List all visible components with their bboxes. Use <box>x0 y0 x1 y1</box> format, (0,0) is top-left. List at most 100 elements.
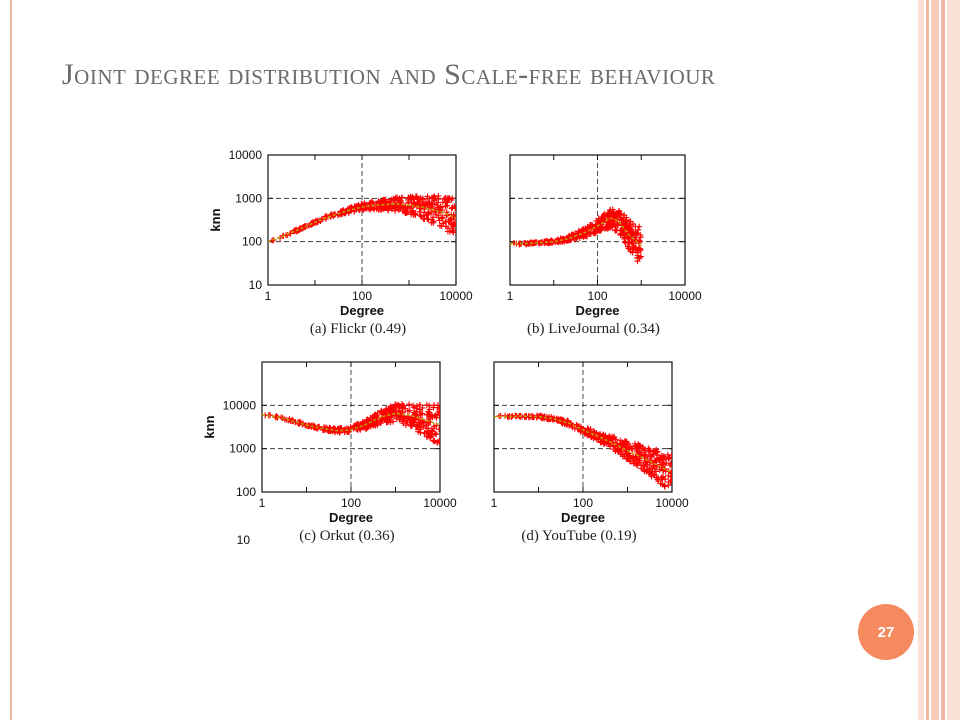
data-point <box>359 418 366 425</box>
data-point <box>636 246 643 253</box>
data-point <box>389 407 396 414</box>
data-point <box>595 219 602 226</box>
data-point <box>425 216 432 223</box>
x-axis-label: Degree <box>340 303 384 318</box>
data-point <box>650 448 657 455</box>
data-point <box>445 196 452 203</box>
data-point <box>426 200 433 207</box>
data-point <box>439 214 446 221</box>
data-point <box>642 451 649 458</box>
data-point <box>659 461 666 468</box>
data-point <box>423 433 430 440</box>
data-point <box>637 232 644 239</box>
panel-youtube: 1 100 10000 Degree (d) YouTube (0.19) <box>491 361 689 544</box>
data-point <box>406 401 413 408</box>
data-point <box>431 413 438 420</box>
data-point <box>400 420 407 427</box>
data-point <box>450 227 456 234</box>
data-point <box>534 412 541 419</box>
data-point <box>370 413 377 420</box>
data-point <box>621 234 628 241</box>
data-point <box>382 198 389 205</box>
data-point <box>361 200 368 207</box>
data-point <box>653 468 660 475</box>
data-point <box>594 226 601 233</box>
y-axis-label: knn <box>208 208 223 231</box>
data-point <box>438 215 445 222</box>
data-point <box>661 483 668 490</box>
data-point <box>613 210 620 217</box>
x-axis-label: Degree <box>575 303 619 318</box>
data-point <box>636 457 643 464</box>
left-border <box>0 0 12 720</box>
y-tick-label: 1000 <box>229 442 256 456</box>
data-point <box>598 216 605 223</box>
data-point <box>377 420 384 427</box>
data-point <box>451 203 456 210</box>
data-point <box>391 197 398 204</box>
data-point <box>668 469 672 476</box>
data-point <box>654 476 661 483</box>
data-point <box>435 192 442 199</box>
data-point <box>438 223 445 230</box>
data-point <box>430 214 437 221</box>
fit-line <box>268 203 456 243</box>
data-point <box>599 213 606 220</box>
data-point <box>417 205 424 212</box>
data-point <box>581 430 588 437</box>
data-point <box>429 412 436 419</box>
page-number-badge: 27 <box>858 604 914 660</box>
data-point <box>602 225 609 232</box>
data-point <box>632 453 639 460</box>
data-point <box>424 193 431 200</box>
data-point <box>436 410 440 417</box>
data-point <box>607 443 614 450</box>
data-point <box>363 420 370 427</box>
data-point <box>627 455 634 462</box>
data-point <box>403 415 410 422</box>
data-point <box>409 209 416 216</box>
data-point <box>668 477 672 484</box>
data-point <box>450 222 456 229</box>
data-point <box>415 428 422 435</box>
data-point <box>651 472 658 479</box>
data-point <box>641 447 648 454</box>
data-point <box>414 421 421 428</box>
data-point <box>448 212 455 219</box>
x-tick-label: 1 <box>491 496 498 510</box>
data-point <box>626 445 633 452</box>
data-point <box>657 457 664 464</box>
x-tick-label: 1 <box>259 496 266 510</box>
data-point <box>425 209 432 216</box>
data-point <box>597 438 604 445</box>
data-point <box>605 440 612 447</box>
data-point <box>399 405 406 412</box>
data-point <box>635 443 642 450</box>
data-point <box>417 212 424 219</box>
data-point <box>590 435 597 442</box>
panel-caption: (b) LiveJournal (0.34) <box>527 321 660 337</box>
data-point <box>428 209 435 216</box>
data-point <box>383 405 390 412</box>
data-point <box>632 223 639 230</box>
data-point <box>638 462 645 469</box>
data-point <box>430 425 437 432</box>
x-axis-label: Degree <box>329 510 373 525</box>
data-point <box>421 215 428 222</box>
data-point <box>620 219 627 226</box>
data-point <box>658 474 665 481</box>
y-tick-label: 100 <box>236 485 256 499</box>
data-point <box>396 416 403 423</box>
x-tick-label: 10000 <box>423 496 457 510</box>
data-point <box>375 198 382 205</box>
scatter-points <box>262 401 440 446</box>
x-tick-label: 100 <box>352 289 372 303</box>
data-point <box>612 227 619 234</box>
scatter-points <box>268 192 456 244</box>
panel-flickr: 1 100 10000 10 100 1000 10000 Degree knn (a) Flic… <box>208 148 473 337</box>
data-point <box>331 425 338 432</box>
data-point <box>636 238 643 245</box>
data-point <box>375 206 382 213</box>
data-point <box>665 472 672 479</box>
